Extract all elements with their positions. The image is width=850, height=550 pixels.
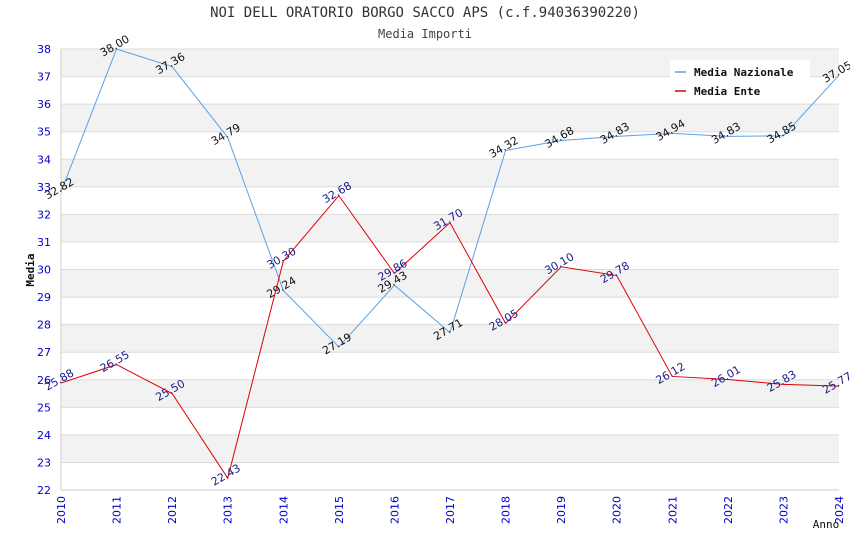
y-tick-label: 26 xyxy=(37,374,51,387)
x-tick-label: 2021 xyxy=(666,496,679,524)
y-tick-label: 34 xyxy=(37,153,51,166)
x-tick-label: 2023 xyxy=(777,496,790,524)
x-tick-label: 2020 xyxy=(611,496,624,524)
x-tick-label: 2010 xyxy=(55,496,68,524)
x-tick-label: 2013 xyxy=(222,496,235,524)
y-tick-label: 33 xyxy=(37,181,51,194)
y-tick-label: 32 xyxy=(37,208,51,221)
y-tick-label: 38 xyxy=(37,43,51,56)
x-axis-title: Anno xyxy=(813,518,840,531)
y-tick-label: 25 xyxy=(37,401,51,414)
chart-title: NOI DELL ORATORIO BORGO SACCO APS (c.f.9… xyxy=(210,5,640,21)
legend-label-nazionale: Media Nazionale xyxy=(694,66,794,79)
legend-box xyxy=(670,60,810,102)
y-tick-label: 24 xyxy=(37,429,51,442)
x-tick-label: 2017 xyxy=(444,496,457,524)
y-tick-label: 23 xyxy=(37,456,51,469)
grid-band xyxy=(61,269,839,298)
data-label-ente: 22.43 xyxy=(209,462,243,489)
series-line-nazionale xyxy=(60,48,840,348)
y-tick-label: 37 xyxy=(37,71,51,84)
y-tick-label: 36 xyxy=(37,98,51,111)
x-tick-label: 2015 xyxy=(333,496,346,524)
x-tick-label: 2012 xyxy=(166,496,179,524)
grid-band xyxy=(61,104,839,132)
x-tick-label: 2024 xyxy=(833,496,846,524)
y-tick-label: 31 xyxy=(37,236,51,249)
y-tick-label: 29 xyxy=(37,291,51,304)
y-tick-label: 27 xyxy=(37,346,51,359)
y-tick-label: 35 xyxy=(37,126,51,139)
grid-band xyxy=(61,434,839,463)
grid-band xyxy=(61,159,839,187)
x-tick-label: 2014 xyxy=(277,496,290,524)
y-tick-label: 22 xyxy=(37,484,51,497)
series-line-ente xyxy=(60,194,840,480)
data-label-nazionale: 32.82 xyxy=(42,175,76,202)
chart-subtitle: Media Importi xyxy=(378,27,472,41)
legend-label-ente: Media Ente xyxy=(694,85,761,98)
grid-band xyxy=(61,379,839,408)
x-tick-label: 2016 xyxy=(388,496,401,524)
y-tick-label: 30 xyxy=(37,264,51,277)
x-tick-label: 2018 xyxy=(500,496,513,524)
grid-band xyxy=(61,214,839,242)
y-tick-label: 28 xyxy=(37,319,51,332)
grid-band xyxy=(61,324,839,353)
x-tick-label: 2022 xyxy=(722,496,735,524)
x-tick-label: 2011 xyxy=(111,496,124,524)
x-tick-label: 2019 xyxy=(555,496,568,524)
y-axis-title: Media xyxy=(24,253,37,286)
